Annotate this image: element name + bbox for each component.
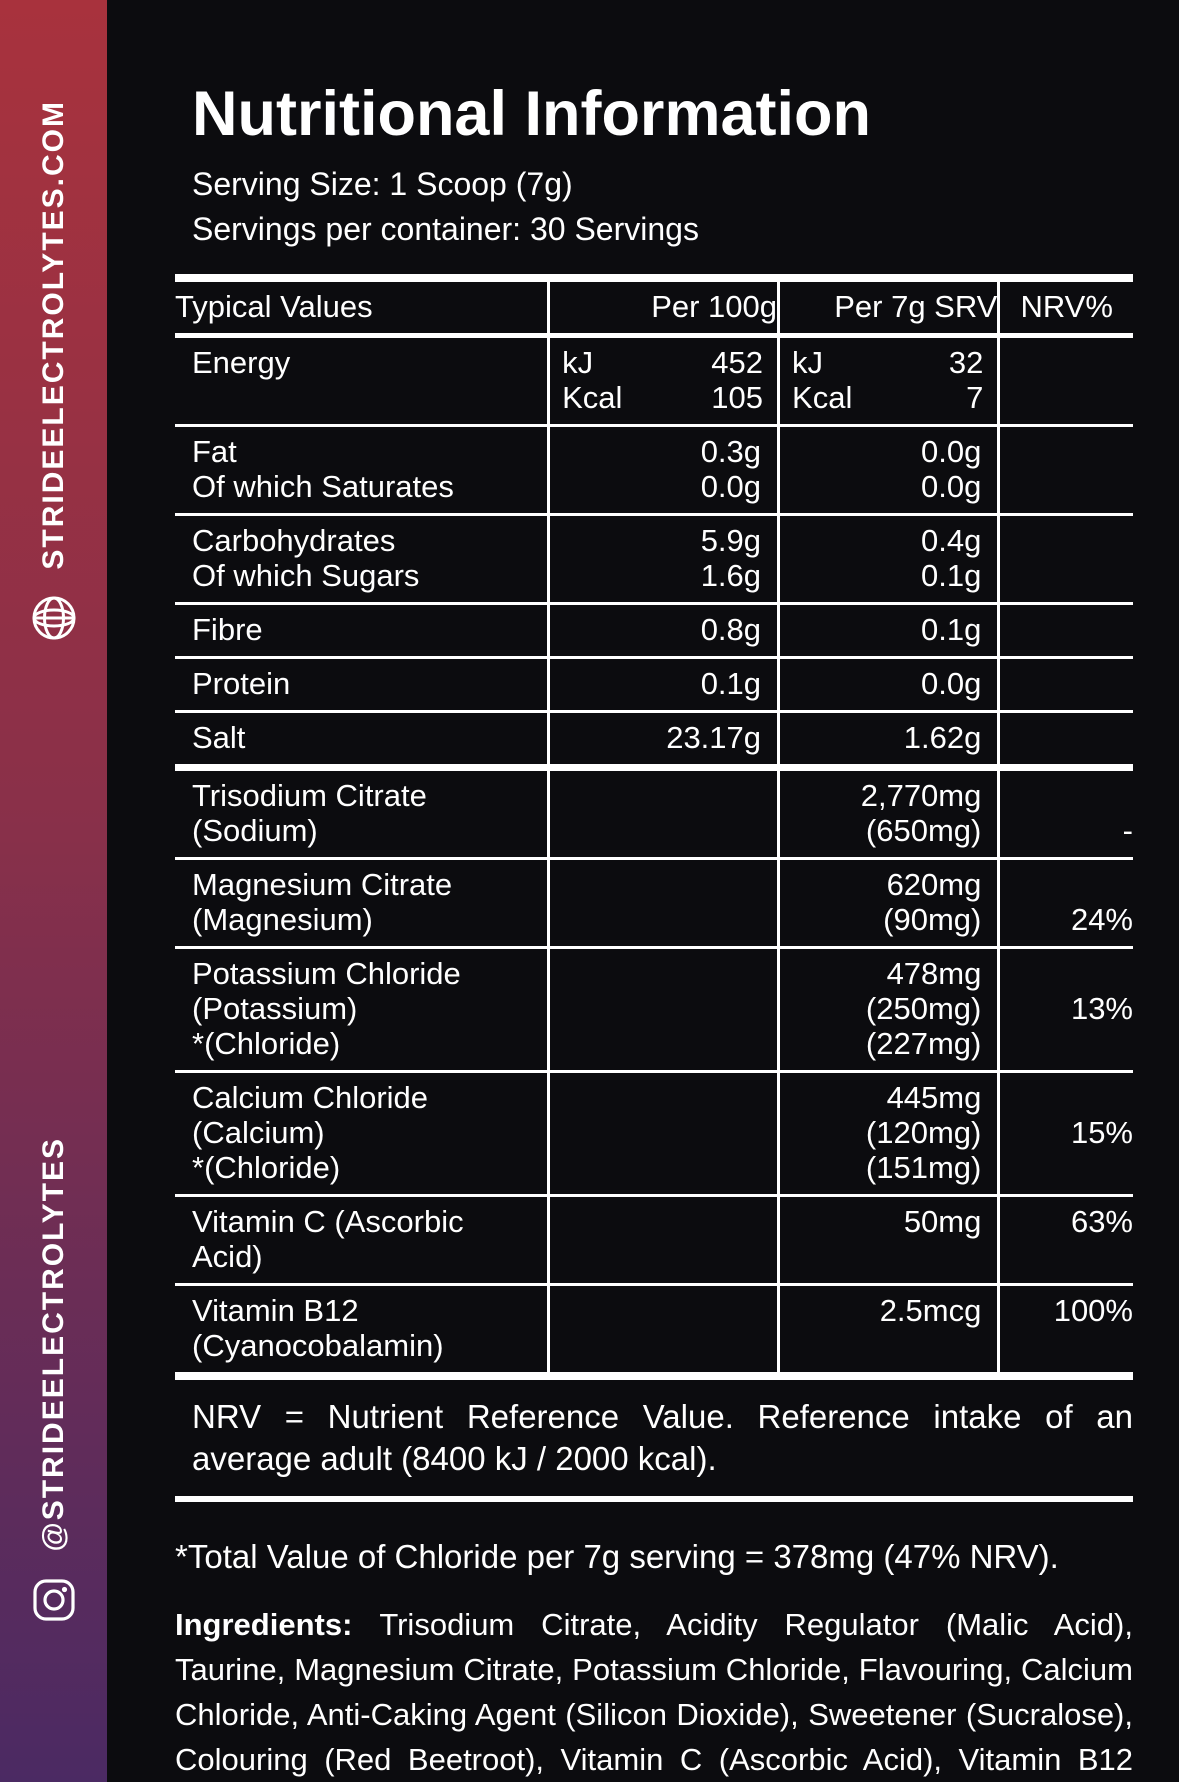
value-nrv-percent: 13% — [997, 947, 1133, 1072]
row-label: Energy — [192, 345, 291, 380]
divider-rule — [175, 1496, 1133, 1502]
website-block: STRIDEELECTROLYTES.COM — [30, 100, 78, 642]
serving-size-text: Serving Size: 1 Scoop (7g) — [192, 166, 573, 202]
table-row: Potassium Chloride (Potassium) *(Chloride)… — [175, 947, 1133, 1072]
value-nrv-percent: - — [997, 767, 1133, 859]
value-per-7g-srv: 1.62g — [777, 711, 999, 768]
column-header-nrv: NRV% — [997, 278, 1133, 336]
value-nrv-percent — [997, 335, 1133, 426]
row-label: Potassium Chloride (Potassium) *(Chloride) — [192, 956, 461, 1061]
value-per-7g-srv: 0.4g 0.1g — [777, 514, 999, 604]
row-label: Vitamin B12 (Cyanocobalamin) — [192, 1293, 444, 1363]
value-per-100g: 0.3g 0.0g — [547, 425, 779, 515]
value-per-100g — [547, 947, 779, 1072]
row-label: Carbohydrates Of which Sugars — [192, 523, 420, 593]
value-nrv-percent — [997, 603, 1133, 658]
column-header-typical-values: Typical Values — [175, 289, 373, 324]
website-url-label: STRIDEELECTROLYTES.COM — [36, 100, 70, 570]
nutrition-table-body: Energy kJ 452 Kcal 105 kJ 32 Kcal 7 Fat Of which S… — [175, 335, 1133, 1376]
table-row: Magnesium Citrate (Magnesium) 620mg (90mg) 2… — [175, 858, 1133, 948]
value-nrv-percent — [997, 514, 1133, 604]
value-per-7g-srv: 0.0g 0.0g — [777, 425, 999, 515]
table-row: Salt 23.17g 1.62g — [175, 711, 1133, 768]
table-row: Energy kJ 452 Kcal 105 kJ 32 Kcal 7 — [175, 335, 1133, 426]
value-nrv-percent: 24% — [997, 858, 1133, 948]
value-nrv-percent: 15% — [997, 1071, 1133, 1196]
value-nrv-percent: 63% — [997, 1195, 1133, 1285]
value-nrv-percent — [997, 711, 1133, 768]
column-header-per-7g-srv: Per 7g SRV — [777, 278, 999, 336]
row-label: Magnesium Citrate (Magnesium) — [192, 867, 453, 937]
table-row: Fat Of which Saturates 0.3g 0.0g 0.0g 0.0g — [175, 425, 1133, 515]
ingredients-text: Ingredients: Trisodium Citrate, Acidity … — [175, 1607, 1133, 1777]
chloride-note: *Total Value of Chloride per 7g serving … — [175, 1538, 1059, 1575]
value-per-7g-srv: 445mg (120mg) (151mg) — [777, 1071, 999, 1196]
brand-sidebar: STRIDEELECTROLYTES.COM @STRIDEELECTROLYT… — [0, 0, 107, 1782]
value-per-100g: 23.17g — [547, 711, 779, 768]
row-label: Vitamin C (Ascorbic Acid) — [192, 1204, 464, 1274]
table-row: Carbohydrates Of which Sugars 5.9g 1.6g 0.4g… — [175, 514, 1133, 604]
label-content: Nutritional Information Serving Size: 1 … — [175, 78, 1133, 1782]
table-row: Fibre 0.8g 0.1g — [175, 603, 1133, 658]
servings-per-container-text: Servings per container: 30 Servings — [192, 211, 699, 247]
instagram-icon — [32, 1579, 75, 1621]
value-per-100g — [547, 1284, 779, 1376]
value-per-7g-srv: 0.1g — [777, 603, 999, 658]
value-nrv-percent — [997, 657, 1133, 712]
table-row: Trisodium Citrate (Sodium) 2,770mg (650mg) - — [175, 767, 1133, 859]
value-per-100g — [547, 858, 779, 948]
value-per-7g-srv: 50mg — [777, 1195, 999, 1285]
value-per-7g-srv: 478mg (250mg) (227mg) — [777, 947, 999, 1072]
nrv-note: NRV = Nutrient Reference Value. Referenc… — [192, 1398, 1133, 1477]
value-nrv-percent — [997, 425, 1133, 515]
row-label: Trisodium Citrate (Sodium) — [192, 778, 427, 848]
value-per-7g-srv: kJ 32 Kcal 7 — [777, 335, 999, 426]
value-per-7g-srv: 2,770mg (650mg) — [777, 767, 999, 859]
table-row: Protein 0.1g 0.0g — [175, 657, 1133, 712]
value-per-100g: 0.8g — [547, 603, 779, 658]
instagram-block: @STRIDEELECTROLYTES — [30, 1137, 78, 1624]
value-per-100g — [547, 1071, 779, 1196]
row-label: Calcium Chloride (Calcium) *(Chloride) — [192, 1080, 429, 1185]
row-label: Fibre — [192, 612, 263, 647]
value-per-100g: 0.1g — [547, 657, 779, 712]
value-per-7g-srv: 0.0g — [777, 657, 999, 712]
value-per-7g-srv: 620mg (90mg) — [777, 858, 999, 948]
table-row: Vitamin B12 (Cyanocobalamin) 2.5mcg 100% — [175, 1284, 1133, 1376]
table-row: Vitamin C (Ascorbic Acid) 50mg 63% — [175, 1195, 1133, 1285]
row-label: Salt — [192, 720, 246, 755]
value-per-100g — [547, 1195, 779, 1285]
value-per-7g-srv: 2.5mcg — [777, 1284, 999, 1376]
value-per-100g — [547, 767, 779, 859]
value-per-100g: 5.9g 1.6g — [547, 514, 779, 604]
page-title: Nutritional Information — [192, 79, 871, 149]
value-nrv-percent: 100% — [997, 1284, 1133, 1376]
table-row: Calcium Chloride (Calcium) *(Chloride) 445m… — [175, 1071, 1133, 1196]
row-label: Fat Of which Saturates — [192, 434, 454, 504]
globe-icon — [32, 596, 75, 640]
nutrition-table: Typical Values Per 100g Per 7g SRV NRV% … — [175, 274, 1133, 1380]
value-per-100g: kJ 452 Kcal 105 — [547, 335, 779, 426]
row-label: Protein — [192, 666, 291, 701]
column-header-per-100g: Per 100g — [547, 278, 779, 336]
table-header-row: Typical Values Per 100g Per 7g SRV NRV% — [175, 278, 1133, 336]
instagram-handle-label: @STRIDEELECTROLYTES — [36, 1137, 70, 1552]
